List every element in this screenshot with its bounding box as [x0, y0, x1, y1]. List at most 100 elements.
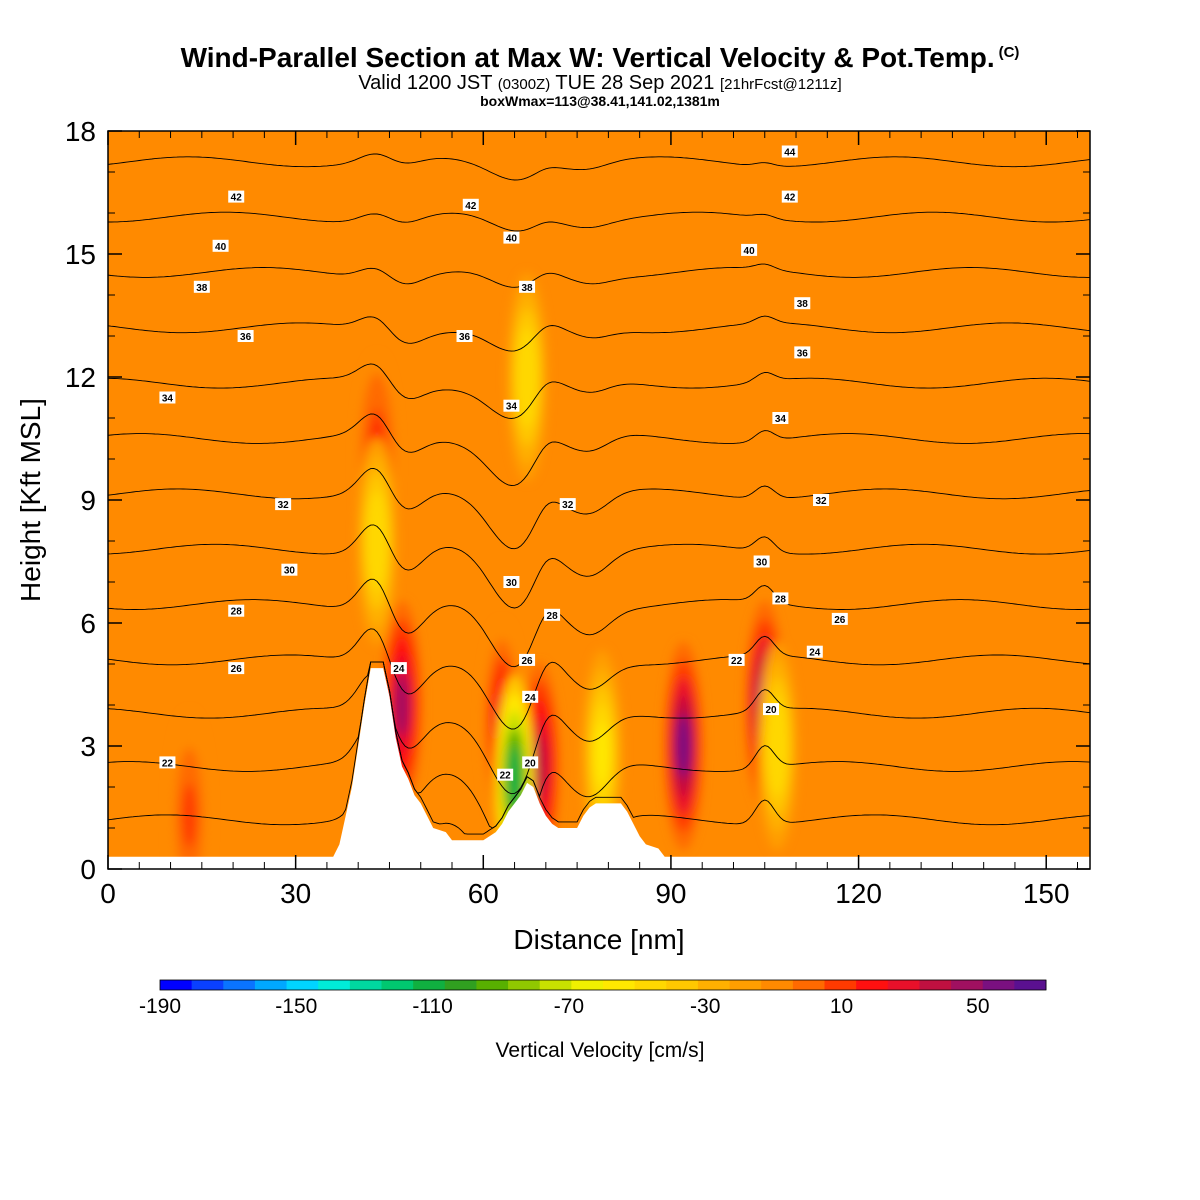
y-tick-label: 15: [65, 239, 96, 270]
copyright-mark: (C): [998, 43, 1020, 61]
colorbar-swatch: [856, 980, 889, 990]
theta-label: 26: [831, 612, 848, 626]
y-tick-label: 12: [65, 362, 96, 393]
theta-label-text: 26: [834, 615, 846, 626]
colorbar-swatch: [1014, 980, 1047, 990]
theta-contours: [108, 153, 1090, 835]
colorbar-swatch: [761, 980, 794, 990]
theta-label: 30: [503, 576, 520, 589]
theta-label-text: 40: [506, 234, 518, 245]
colorbar-swatch: [729, 980, 762, 990]
theta-label-text: 26: [231, 664, 243, 675]
chart-title: Wind-Parallel Section at Max W: Vertical…: [0, 42, 1200, 74]
theta-label-bg: [275, 498, 292, 511]
theta-label: 42: [462, 198, 479, 212]
theta-label: 22: [159, 756, 176, 769]
theta-label-bg: [228, 190, 245, 203]
theta-contour-line: [108, 467, 1090, 550]
theta-label: 28: [544, 608, 561, 622]
theta-label-bg: [813, 494, 830, 506]
theta-label-bg: [462, 198, 479, 211]
theta-label: 34: [503, 399, 520, 413]
theta-label: 32: [275, 498, 292, 511]
theta-label-text: 36: [459, 332, 471, 343]
theta-label-bg: [781, 145, 798, 158]
theta-label-bg: [794, 346, 811, 359]
theta-label-bg: [753, 555, 770, 568]
colorbar-swatch: [571, 980, 604, 990]
theta-label: 30: [281, 563, 298, 577]
theta-label: 38: [193, 280, 210, 294]
theta-label-text: 32: [278, 500, 290, 511]
theta-label: 42: [781, 190, 798, 204]
theta-label: 44: [781, 145, 798, 159]
theta-label: 36: [456, 330, 473, 343]
velocity-field: [108, 131, 1090, 869]
theta-label-bg: [193, 280, 210, 293]
theta-label-bg: [456, 330, 473, 342]
theta-label: 40: [212, 239, 229, 253]
theta-contour-line: [108, 363, 1090, 419]
theta-label-text: 38: [797, 299, 809, 310]
colorbar-swatch: [951, 980, 984, 990]
theta-label-bg: [519, 280, 536, 293]
x-tick-label: 120: [835, 878, 882, 909]
theta-contour-line: [108, 263, 1090, 288]
colorbar-tick-label: -150: [275, 995, 317, 1018]
theta-label: 28: [772, 592, 789, 605]
colorbar-swatch: [603, 980, 636, 990]
theta-contour-line: [108, 413, 1090, 486]
theta-label-bg: [522, 756, 539, 769]
theta-label-bg: [559, 498, 576, 511]
theta-label: 32: [559, 498, 576, 511]
theta-label-text: 34: [162, 394, 174, 405]
colorbar-swatch: [824, 980, 857, 990]
theta-label-bg: [781, 190, 798, 203]
colorbar-swatch: [476, 980, 509, 990]
theta-label-text: 34: [775, 414, 787, 425]
y-tick-label: 3: [80, 731, 96, 762]
y-tick-label: 9: [80, 485, 96, 516]
theta-label-text: 44: [784, 148, 796, 159]
theta-label: 38: [794, 297, 811, 310]
theta-label-bg: [772, 592, 789, 605]
chart-title-text: Wind-Parallel Section at Max W: Vertical…: [180, 42, 995, 73]
theta-contour-labels: 22 26 28 30 32 34 36 38 40 42 24 22 20 24 26 28 30 32 34 36…: [159, 145, 848, 782]
terrain: [108, 668, 1090, 869]
theta-label-bg: [390, 662, 407, 675]
theta-contour-line: [108, 661, 1090, 795]
colorbar-swatch: [191, 980, 224, 990]
theta-label-bg: [741, 243, 758, 256]
theta-label: 40: [503, 231, 520, 245]
x-tick-label: 90: [655, 878, 686, 909]
theta-label: 20: [522, 756, 539, 769]
theta-label-text: 36: [240, 332, 252, 343]
theta-label-bg: [728, 653, 745, 666]
x-axis-title: Distance [nm]: [513, 924, 684, 955]
theta-label-bg: [763, 703, 780, 716]
theta-label: 24: [390, 662, 407, 675]
theta-label-text: 22: [162, 758, 174, 769]
theta-label-bg: [228, 604, 245, 617]
x-tick-label: 150: [1023, 878, 1070, 909]
theta-contour-line: [108, 315, 1090, 352]
colorbar-swatch: [160, 980, 193, 990]
downdraft-core: [519, 345, 535, 409]
theta-label-bg: [159, 756, 176, 769]
colorbar-tick-label: -110: [412, 995, 452, 1018]
theta-contour-line: [108, 211, 1090, 232]
theta-label-bg: [281, 563, 298, 576]
x-tick-label: 60: [468, 878, 499, 909]
downdraft-core: [507, 746, 522, 811]
theta-label: 36: [794, 346, 811, 359]
theta-label-text: 42: [465, 201, 477, 212]
theta-label-bg: [503, 576, 520, 588]
valid-date: TUE 28 Sep 2021: [555, 72, 715, 94]
valid-utc: (0300Z): [497, 76, 551, 93]
colorbar-swatch: [634, 980, 667, 990]
theta-label: 42: [228, 190, 245, 204]
colorbar-swatch: [666, 980, 699, 990]
theta-label-text: 40: [744, 246, 756, 257]
colorbar-tick-label: -70: [554, 995, 584, 1018]
